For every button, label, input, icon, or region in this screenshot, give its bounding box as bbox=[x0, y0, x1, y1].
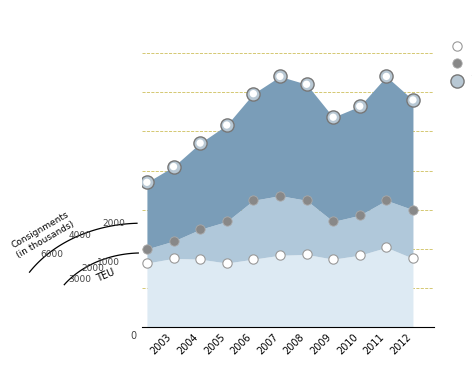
Point bbox=[223, 122, 230, 128]
Point bbox=[356, 103, 363, 109]
Point bbox=[383, 73, 390, 79]
Point bbox=[356, 252, 363, 258]
Text: 0: 0 bbox=[131, 331, 137, 341]
Point bbox=[329, 114, 337, 120]
Point bbox=[250, 256, 257, 262]
Point bbox=[383, 244, 390, 250]
Text: 3000: 3000 bbox=[68, 275, 91, 284]
Point bbox=[383, 197, 390, 203]
Point bbox=[196, 140, 204, 146]
Text: Consignments
(in thousands): Consignments (in thousands) bbox=[10, 210, 76, 259]
Point bbox=[303, 197, 310, 203]
Point bbox=[383, 73, 390, 79]
Point bbox=[143, 179, 151, 185]
Point bbox=[196, 256, 204, 262]
Point bbox=[170, 255, 177, 261]
Point bbox=[409, 255, 417, 261]
Point bbox=[250, 197, 257, 203]
Point bbox=[143, 179, 151, 185]
Point bbox=[303, 251, 310, 257]
Point bbox=[409, 207, 417, 213]
Point bbox=[143, 260, 151, 266]
Text: 2000: 2000 bbox=[82, 264, 104, 273]
Point bbox=[170, 238, 177, 244]
Point bbox=[303, 81, 310, 87]
Point bbox=[329, 114, 337, 120]
Point bbox=[409, 97, 417, 103]
Point bbox=[223, 122, 230, 128]
Point bbox=[196, 226, 204, 232]
Text: 2000: 2000 bbox=[102, 219, 126, 228]
Point bbox=[329, 256, 337, 262]
Point bbox=[329, 218, 337, 224]
Point bbox=[276, 73, 284, 79]
Point bbox=[356, 212, 363, 218]
Text: TEU: TEU bbox=[95, 267, 116, 283]
Point bbox=[276, 252, 284, 258]
Text: 4000: 4000 bbox=[69, 231, 92, 240]
Legend: Domestic, Border crossing, Total: Domestic, Border crossing, Total bbox=[442, 36, 472, 90]
Point bbox=[170, 164, 177, 170]
Point bbox=[170, 164, 177, 170]
Point bbox=[276, 73, 284, 79]
Point bbox=[196, 140, 204, 146]
Point bbox=[143, 246, 151, 252]
Point bbox=[303, 81, 310, 87]
Point bbox=[250, 91, 257, 97]
Point bbox=[356, 103, 363, 109]
Text: 1000: 1000 bbox=[97, 258, 120, 267]
Point bbox=[223, 218, 230, 224]
Text: 6000: 6000 bbox=[41, 250, 64, 259]
Point bbox=[250, 91, 257, 97]
Point bbox=[223, 260, 230, 266]
Point bbox=[276, 193, 284, 199]
Point bbox=[409, 97, 417, 103]
